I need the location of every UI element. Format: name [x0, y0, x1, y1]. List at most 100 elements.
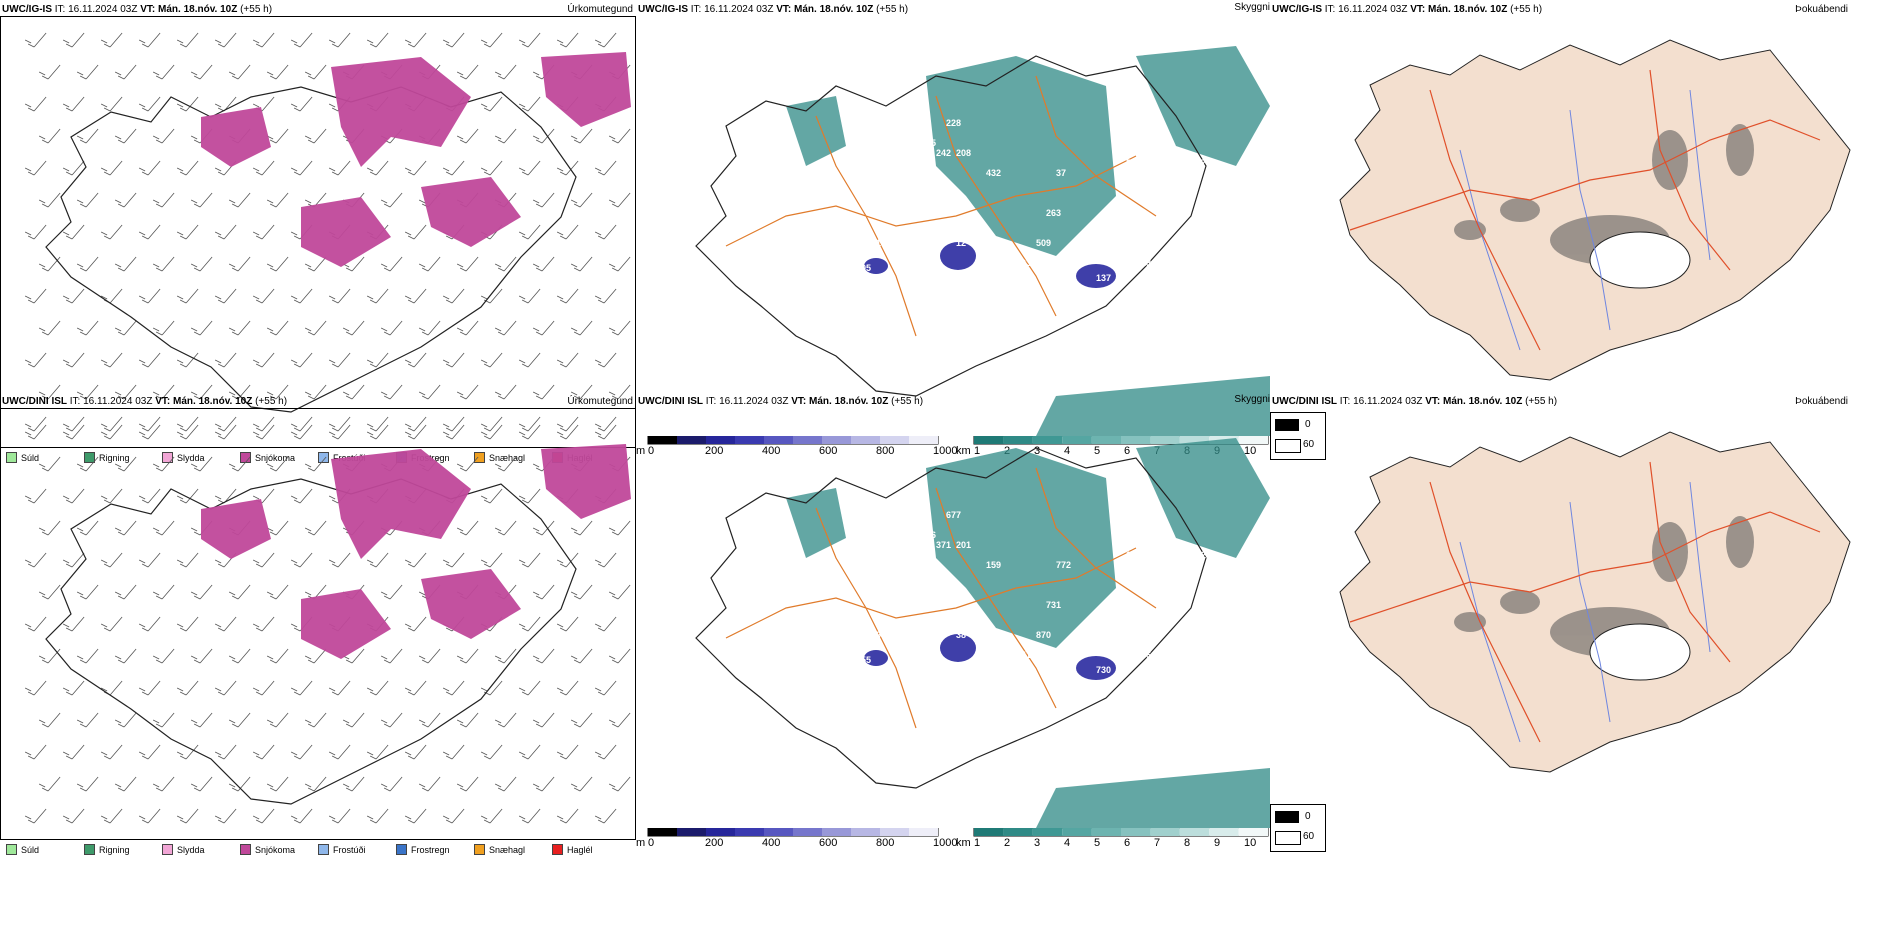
wind-barb	[100, 552, 123, 568]
lead-time: (+55 h)	[891, 396, 924, 407]
wind-barb	[176, 808, 199, 824]
wind-barb	[456, 384, 479, 400]
low-cloud-base-areas	[864, 242, 1116, 288]
wind-barb	[570, 776, 593, 792]
field-name: Úrkomutegund	[567, 396, 633, 407]
cloud-base-color-step	[706, 828, 735, 836]
precip-legend-item: Súld	[6, 844, 39, 855]
wind-barb	[176, 424, 199, 440]
visibility-value-label: 109	[1156, 530, 1171, 540]
wind-barb	[556, 744, 579, 760]
wind-barb	[494, 520, 517, 536]
wind-barb	[290, 488, 313, 504]
wind-barb	[518, 552, 541, 568]
visibility-value-label: 147	[1246, 580, 1261, 590]
wind-barb	[100, 680, 123, 696]
valid-time-value: Mán. 18.nóv. 10Z	[809, 396, 889, 407]
wind-barb	[266, 712, 289, 728]
wind-barb	[442, 424, 465, 440]
wind-barb	[556, 808, 579, 824]
wind-barb	[418, 384, 441, 400]
wind-barb	[456, 648, 479, 664]
road-network	[725, 467, 1157, 729]
wind-barb	[214, 32, 237, 48]
wind-barb	[100, 616, 123, 632]
wind-barb	[608, 520, 631, 536]
valid-time-label: VT:	[155, 396, 171, 407]
precip-legend-item: Rigning	[84, 452, 130, 463]
precip-legend-item: Snjókoma	[240, 844, 295, 855]
model-name: UWC/IG-IS	[638, 4, 688, 15]
wind-barb	[594, 160, 617, 176]
visibility-value-label: 155	[856, 655, 871, 665]
legend-swatch	[84, 844, 95, 855]
wind-barb	[608, 192, 631, 208]
visibility-value-label: 228	[946, 118, 961, 128]
wind-barb	[214, 680, 237, 696]
wind-barb	[556, 224, 579, 240]
fog-tick-0: 0	[1305, 811, 1311, 822]
visibility-value-label: 216	[921, 530, 936, 540]
visibility-tick: 3	[1034, 445, 1041, 457]
forecast-row: UWC/DINI ISL IT: 16.11.2024 03Z VT: Mán.…	[0, 392, 1900, 872]
visibility-tick: 6	[1124, 445, 1131, 457]
wind-barb	[404, 424, 427, 440]
wind-barb	[228, 648, 251, 664]
precip-legend-item: Rigning	[84, 844, 130, 855]
wind-barb	[214, 224, 237, 240]
wind-barb	[480, 424, 503, 440]
wind-barb	[442, 416, 465, 432]
wind-barb	[456, 456, 479, 472]
wind-barb	[442, 552, 465, 568]
wind-barb	[114, 520, 137, 536]
cloud-base-gradient	[647, 436, 939, 445]
wind-barb	[570, 320, 593, 336]
field-name: Þokuábendi	[1795, 4, 1848, 15]
wind-barb	[442, 288, 465, 304]
wind-barb	[290, 416, 313, 432]
wind-barb	[24, 424, 47, 440]
wind-barb	[570, 520, 593, 536]
legend-swatch	[84, 452, 95, 463]
wind-barb	[594, 552, 617, 568]
lead-time: (+55 h)	[876, 4, 909, 15]
valid-time-label: VT:	[791, 396, 807, 407]
wind-barb	[176, 288, 199, 304]
wind-barb	[138, 416, 161, 432]
valid-time-value: Mán. 18.nóv. 10Z	[794, 4, 874, 15]
wind-barb	[100, 160, 123, 176]
visibility-color-step	[1238, 436, 1268, 444]
legend-swatch	[240, 844, 251, 855]
wind-barb	[24, 224, 47, 240]
wind-barb	[266, 64, 289, 80]
wind-barb	[100, 352, 123, 368]
wind-barb	[380, 384, 403, 400]
wind-barb	[290, 288, 313, 304]
wind-barb	[176, 96, 199, 112]
cloud-base-color-step	[851, 436, 880, 444]
visibility-value-label: 275	[1046, 278, 1061, 288]
wind-barb	[594, 352, 617, 368]
wind-barb	[38, 384, 61, 400]
visibility-value-label: 371	[936, 540, 951, 550]
wind-barb	[190, 776, 213, 792]
precip-type-panel: UWC/IG-IS IT: 16.11.2024 03Z VT: Mán. 18…	[0, 0, 636, 470]
wind-barb	[556, 352, 579, 368]
wind-barb	[114, 256, 137, 272]
wind-barb	[190, 384, 213, 400]
wind-barb	[24, 288, 47, 304]
wind-barb	[342, 320, 365, 336]
wind-barb	[328, 352, 351, 368]
wind-barb	[76, 384, 99, 400]
wind-barb	[76, 192, 99, 208]
wind-barb	[532, 520, 555, 536]
wind-barb	[24, 488, 47, 504]
cloud-base-color-step	[735, 828, 764, 836]
wind-barb	[100, 424, 123, 440]
init-time-label: IT:	[69, 396, 81, 407]
wind-barb	[494, 64, 517, 80]
wind-barb	[380, 584, 403, 600]
visibility-color-step	[1179, 436, 1210, 444]
snow-areas	[201, 444, 631, 659]
wind-barb	[366, 808, 389, 824]
